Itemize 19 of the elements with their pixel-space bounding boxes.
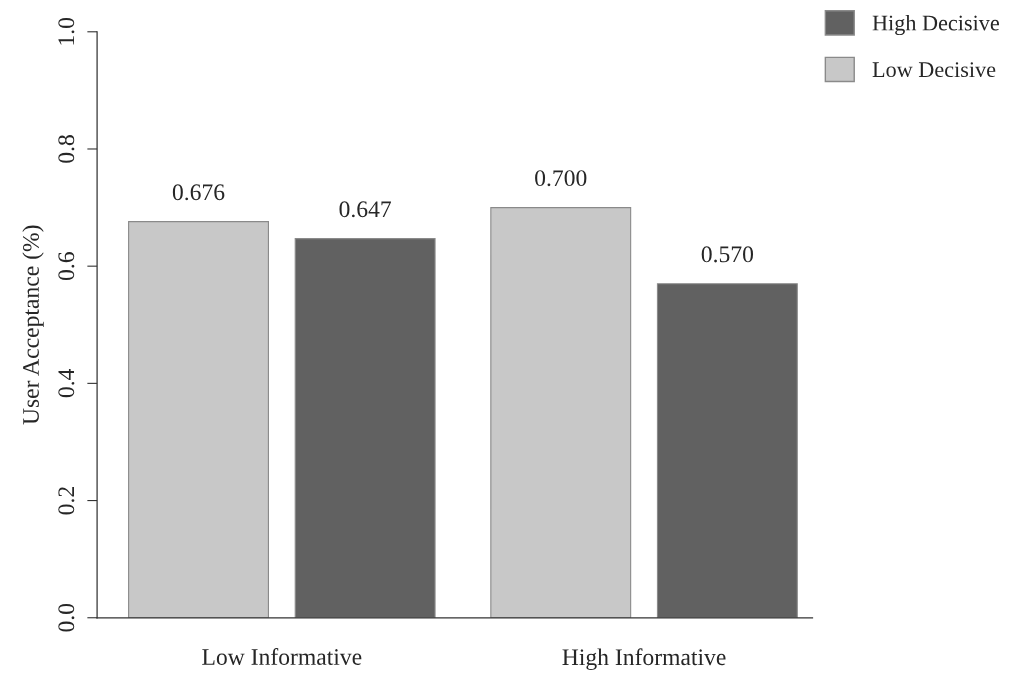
data-label: 0.570	[701, 246, 754, 263]
bar	[656, 283, 798, 618]
y-axis-title: User Acceptance (%)	[22, 225, 44, 425]
y-tick-label: 0.6	[58, 252, 75, 281]
data-label: 0.647	[339, 201, 392, 218]
bar	[490, 207, 632, 618]
y-tick-label: 0.0	[58, 603, 75, 632]
data-label: 0.700	[535, 170, 587, 187]
bar	[294, 238, 436, 618]
y-tick-label: 0.2	[58, 487, 75, 515]
x-tick-label: Low Informative	[202, 648, 362, 665]
bar	[128, 221, 269, 618]
legend-label: High Decisive	[872, 14, 999, 36]
legend-label: Low Decisive	[872, 62, 996, 78]
y-tick-label: 0.8	[58, 135, 75, 163]
y-tick-label: 0.4	[58, 368, 75, 398]
x-tick-label: High Informative	[562, 648, 726, 671]
y-tick-label: 1.0	[58, 17, 75, 45]
data-label: 0.676	[172, 184, 225, 201]
